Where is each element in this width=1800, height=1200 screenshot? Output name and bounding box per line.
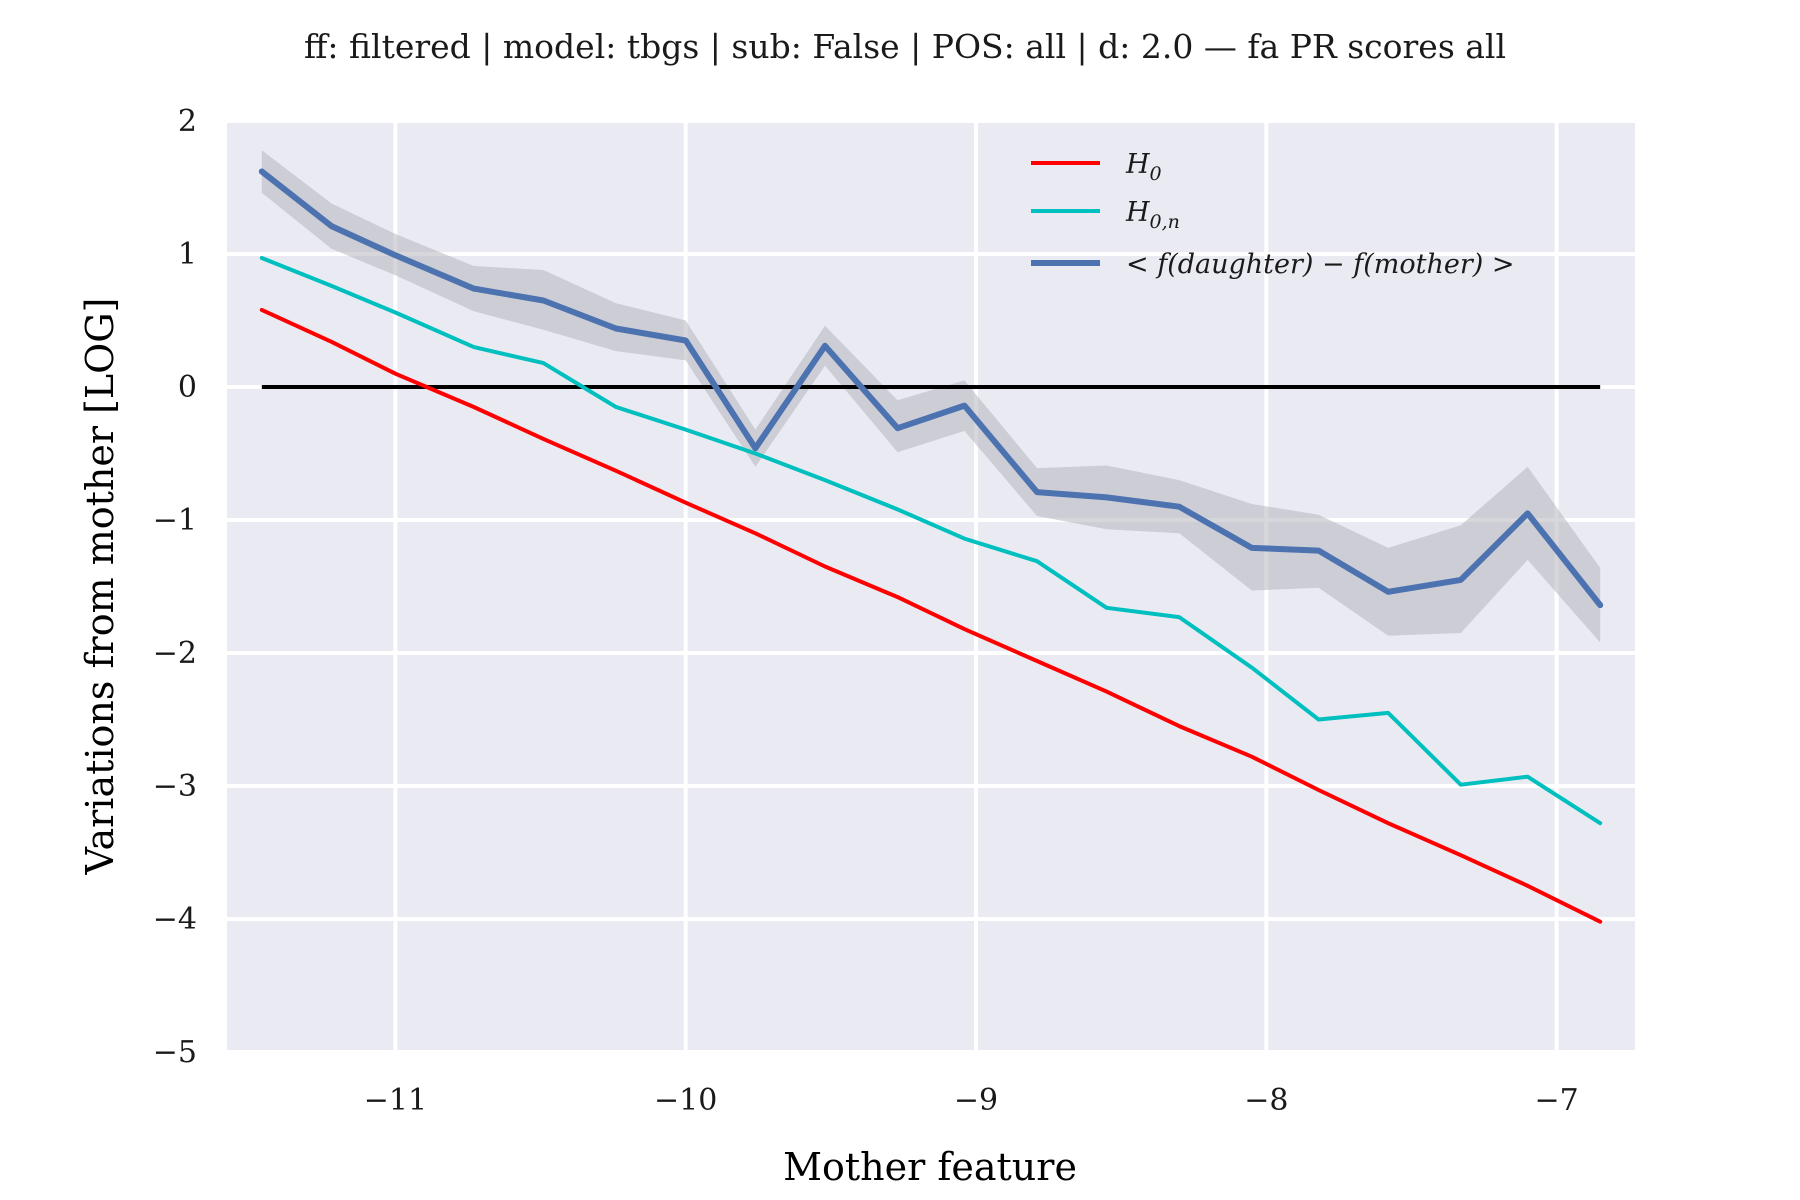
y-axis-title: Variations from mother [LOG] [78,298,122,876]
y-tick-label: −4 [153,902,197,937]
y-tick-label: −5 [153,1035,197,1070]
y-tick-label: 2 [178,104,197,139]
x-tick-label: −11 [364,1083,427,1118]
x-tick-label: −7 [1534,1083,1578,1118]
chart-title: ff: filtered | model: tbgs | sub: False … [304,27,1506,66]
series-line [258,168,1604,609]
series-band [261,150,1601,643]
legend-label: H0,n [1125,197,1180,233]
y-tick-label: −3 [153,769,197,804]
y-tick-label: −2 [153,636,197,671]
x-tick-label: −10 [654,1083,717,1118]
y-tick-label: 1 [178,237,197,272]
series-line [259,256,1603,826]
legend-label: H0 [1125,149,1162,185]
x-tick-label: −9 [954,1083,998,1118]
x-tick-labels: −11 −10 −9 −8 −7 [364,1083,1579,1118]
y-tick-label: −1 [153,503,197,538]
series-line [259,307,1603,924]
x-axis-title: Mother feature [783,1145,1077,1189]
confidence-band [261,150,1601,643]
y-tick-labels: 2 1 0 −1 −2 −3 −4 −5 [153,104,197,1070]
legend-label: < f(daughter) − f(mother) > [1126,249,1514,280]
x-tick-label: −8 [1244,1083,1288,1118]
legend: H0 H0,n < f(daughter) − f(mother) > [1031,149,1514,280]
y-tick-label: 0 [178,370,197,405]
series-lines [258,168,1604,924]
